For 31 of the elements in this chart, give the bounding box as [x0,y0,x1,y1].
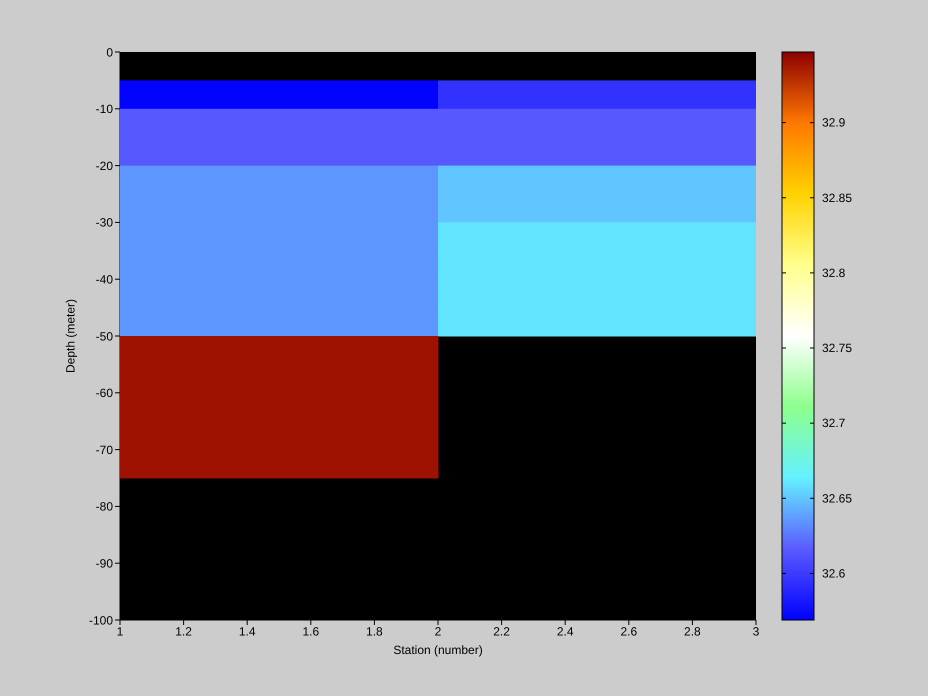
x-tick-label: 2.8 [684,624,702,639]
y-tick-label: 0 [106,45,114,60]
color-bar-label: 32.75 [822,341,852,356]
y-tick-label: -10 [96,102,114,116]
x-tick-label: 1.2 [175,624,192,639]
y-tick-label: -40 [96,272,114,286]
x-tick-label: 2.4 [556,624,574,639]
y-tick-label: -80 [96,500,114,514]
x-tick-label: 1.4 [238,624,256,639]
y-tick-label: -90 [96,556,114,570]
x-tick-label: 2.2 [493,624,510,639]
color-bar-label: 32.6 [822,566,846,580]
y-tick-label: -50 [96,329,114,344]
x-tick-label: 1.8 [366,624,384,639]
y-tick-label: -100 [88,613,114,628]
x-tick-label: 3 [752,624,760,639]
x-tick-label: 1 [116,624,124,639]
y-tick-label: -70 [96,442,114,457]
x-tick-label: 2 [434,624,442,639]
color-bar-label: 32.9 [822,116,846,130]
color-bar-label: 32.7 [822,416,846,430]
y-axis-title: Depth (meter) [63,298,78,374]
y-tick-label: -20 [96,158,114,173]
x-tick-label: 1.6 [302,624,320,639]
y-tick-label: -60 [96,386,114,400]
y-tick-label: -30 [96,216,114,230]
x-tick-label: 2.6 [620,624,638,639]
color-bar-label: 32.65 [822,491,852,506]
color-bar-label: 32.8 [822,266,846,280]
color-bar-label: 32.85 [822,190,852,205]
x-axis-title: Station (number) [393,643,483,657]
